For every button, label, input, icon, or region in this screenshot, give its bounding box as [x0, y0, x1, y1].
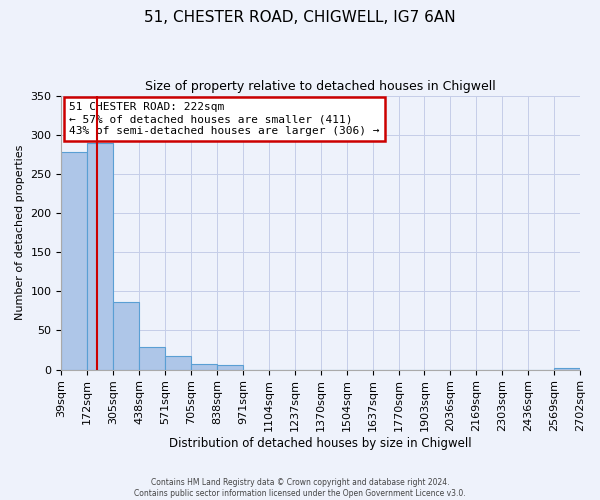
Bar: [113, 302, 139, 370]
Text: 51, CHESTER ROAD, CHIGWELL, IG7 6AN: 51, CHESTER ROAD, CHIGWELL, IG7 6AN: [144, 10, 456, 25]
Bar: [191, 364, 217, 370]
Text: 51 CHESTER ROAD: 222sqm
← 57% of detached houses are smaller (411)
43% of semi-d: 51 CHESTER ROAD: 222sqm ← 57% of detache…: [69, 102, 380, 136]
Bar: [165, 356, 191, 370]
Y-axis label: Number of detached properties: Number of detached properties: [15, 145, 25, 320]
Bar: [554, 368, 580, 370]
Bar: [139, 347, 165, 370]
Title: Size of property relative to detached houses in Chigwell: Size of property relative to detached ho…: [145, 80, 496, 93]
Text: Contains HM Land Registry data © Crown copyright and database right 2024.
Contai: Contains HM Land Registry data © Crown c…: [134, 478, 466, 498]
Bar: [217, 365, 243, 370]
X-axis label: Distribution of detached houses by size in Chigwell: Distribution of detached houses by size …: [169, 437, 472, 450]
Bar: [61, 152, 88, 370]
Bar: [88, 142, 113, 370]
